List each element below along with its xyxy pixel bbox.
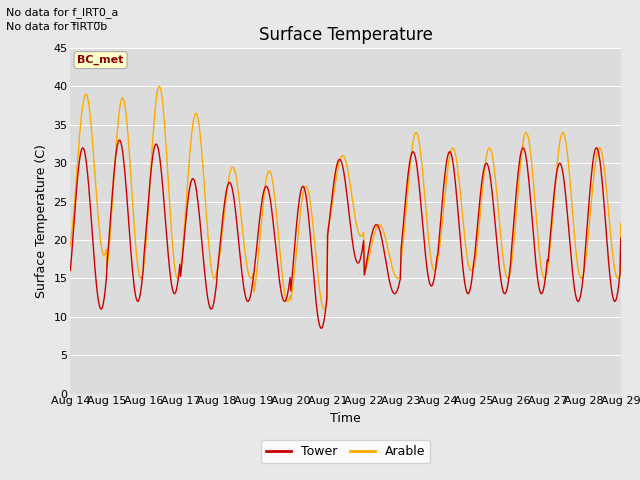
Tower [414,171,422,177]
Arable [190,117,198,122]
Tower [77,152,84,157]
Tower [116,137,124,143]
Arable [156,84,163,89]
Text: No data for f̅IRT0̅b: No data for f̅IRT0̅b [6,22,108,32]
Tower [617,235,625,241]
Arable [321,306,328,312]
Text: BC_met: BC_met [77,55,124,65]
Arable [430,268,438,274]
Arable [77,124,84,130]
Text: No data for f_IRT0_a: No data for f_IRT0_a [6,7,119,18]
Tower [219,216,227,221]
Tower [190,176,198,182]
Line: Tower: Tower [70,140,621,328]
Tower [134,299,141,304]
X-axis label: Time: Time [330,412,361,425]
Y-axis label: Surface Temperature (C): Surface Temperature (C) [35,144,48,298]
Line: Arable: Arable [70,86,621,309]
Tower [67,267,74,273]
Tower [317,325,325,331]
Legend: Tower, Arable: Tower, Arable [261,440,430,463]
Tower [430,276,438,282]
Arable [67,242,74,248]
Arable [133,257,141,263]
Title: Surface Temperature: Surface Temperature [259,25,433,44]
Arable [414,133,422,139]
Arable [617,221,625,227]
Arable [219,226,227,232]
